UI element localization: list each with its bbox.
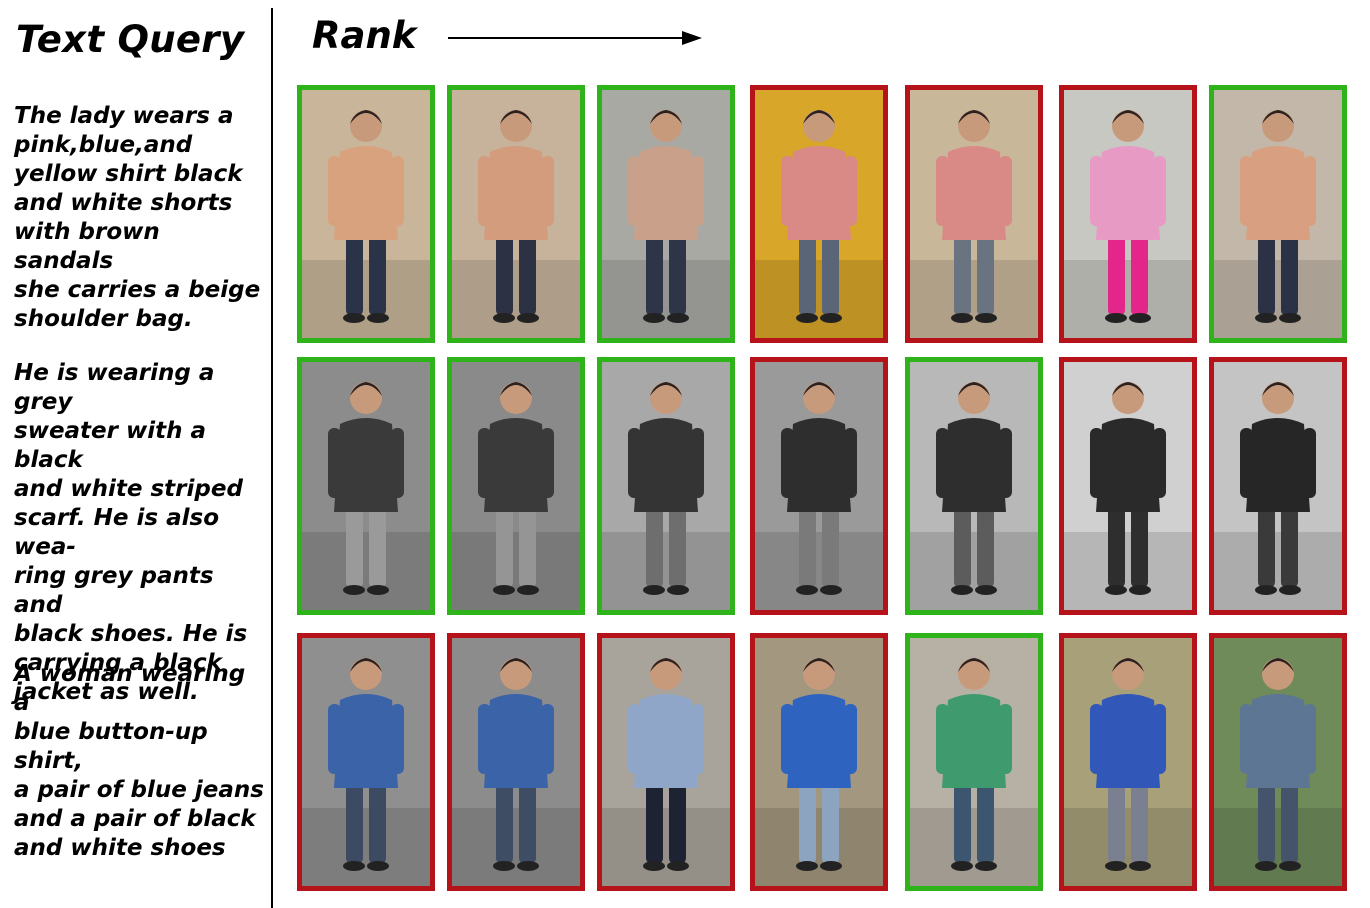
pedestrian-image bbox=[1214, 638, 1342, 886]
result-thumbnail bbox=[905, 85, 1043, 343]
pedestrian-image bbox=[1214, 90, 1342, 338]
result-thumbnail bbox=[905, 357, 1043, 615]
result-thumbnail bbox=[750, 85, 888, 343]
pedestrian-image bbox=[302, 90, 430, 338]
result-thumbnail bbox=[1059, 357, 1197, 615]
result-thumbnail bbox=[447, 85, 585, 343]
result-thumbnail bbox=[1209, 633, 1347, 891]
pedestrian-image bbox=[302, 638, 430, 886]
pedestrian-image bbox=[755, 638, 883, 886]
pedestrian-image bbox=[755, 362, 883, 610]
result-thumbnail bbox=[905, 633, 1043, 891]
pedestrian-image bbox=[452, 362, 580, 610]
result-thumbnail bbox=[1059, 633, 1197, 891]
header-text-query: Text Query bbox=[16, 18, 245, 61]
pedestrian-image bbox=[602, 362, 730, 610]
pedestrian-image bbox=[452, 638, 580, 886]
result-thumbnail bbox=[1209, 357, 1347, 615]
result-thumbnail bbox=[447, 633, 585, 891]
pedestrian-image bbox=[910, 90, 1038, 338]
query-text-2: He is wearing a grey sweater with a blac… bbox=[14, 360, 248, 705]
result-thumbnail bbox=[597, 85, 735, 343]
pedestrian-image bbox=[1064, 362, 1192, 610]
rank-arrow-icon bbox=[448, 31, 702, 45]
result-thumbnail bbox=[297, 85, 435, 343]
result-thumbnail bbox=[597, 357, 735, 615]
result-row-3 bbox=[297, 633, 1349, 891]
result-row-1 bbox=[297, 85, 1349, 343]
pedestrian-image bbox=[602, 90, 730, 338]
pedestrian-image bbox=[452, 90, 580, 338]
column-divider bbox=[271, 8, 273, 908]
result-thumbnail bbox=[1209, 85, 1347, 343]
pedestrian-image bbox=[755, 90, 883, 338]
pedestrian-image bbox=[1064, 638, 1192, 886]
query-text-1: The lady wears a pink,blue,and yellow sh… bbox=[14, 103, 261, 332]
result-thumbnail bbox=[750, 633, 888, 891]
result-thumbnail bbox=[1059, 85, 1197, 343]
pedestrian-image bbox=[1214, 362, 1342, 610]
result-thumbnail bbox=[597, 633, 735, 891]
pedestrian-image bbox=[910, 362, 1038, 610]
header-rank: Rank bbox=[312, 14, 417, 57]
result-row-2 bbox=[297, 357, 1349, 615]
pedestrian-image bbox=[1064, 90, 1192, 338]
pedestrian-image bbox=[602, 638, 730, 886]
result-thumbnail bbox=[750, 357, 888, 615]
result-thumbnail bbox=[297, 633, 435, 891]
query-text-3: A woman wearing a blue button-up shirt, … bbox=[14, 661, 264, 861]
pedestrian-image bbox=[302, 362, 430, 610]
result-thumbnail bbox=[297, 357, 435, 615]
result-thumbnail bbox=[447, 357, 585, 615]
pedestrian-image bbox=[910, 638, 1038, 886]
